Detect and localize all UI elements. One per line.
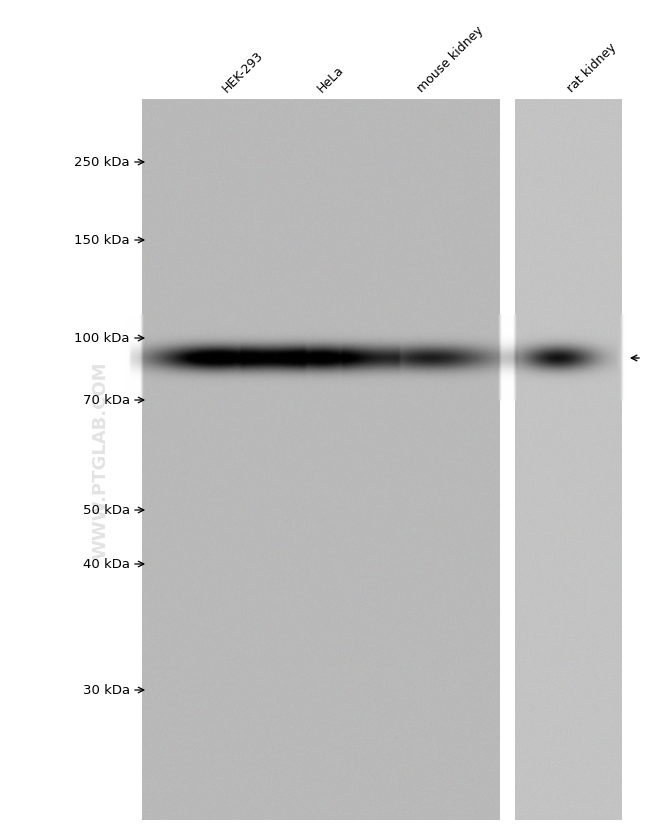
Text: WWW.PTGLAB.COM: WWW.PTGLAB.COM [91, 361, 109, 559]
Text: 70 kDa: 70 kDa [83, 394, 130, 406]
Text: 250 kDa: 250 kDa [74, 156, 130, 168]
Text: mouse kidney: mouse kidney [415, 23, 486, 95]
Text: rat kidney: rat kidney [565, 41, 619, 95]
Text: 100 kDa: 100 kDa [75, 332, 130, 344]
Text: 30 kDa: 30 kDa [83, 684, 130, 696]
Text: 50 kDa: 50 kDa [83, 504, 130, 516]
Text: 150 kDa: 150 kDa [74, 234, 130, 246]
Text: HeLa: HeLa [315, 63, 346, 95]
Text: 40 kDa: 40 kDa [83, 557, 130, 571]
Text: HEK-293: HEK-293 [220, 49, 266, 95]
